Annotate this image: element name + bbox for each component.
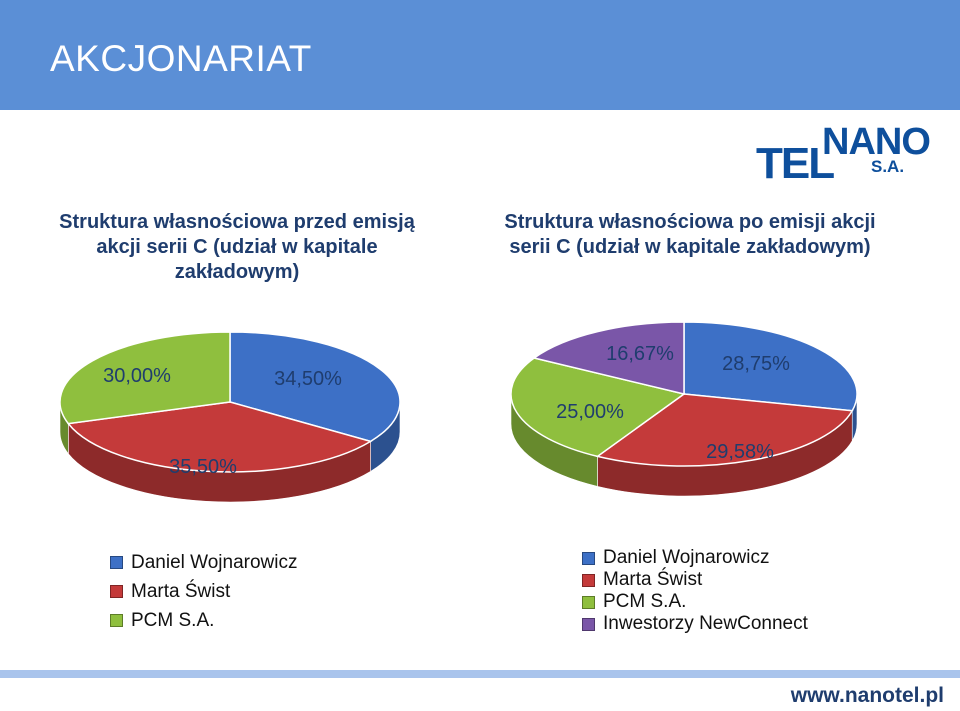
legend-swatch [110,556,123,569]
pie-1-slice-3 [532,321,685,395]
legend-0-item-2: PCM S.A. [110,606,298,635]
legend-right: Daniel Wojnarowicz Marta Świst PCM S.A. Inw… [582,547,808,635]
header-bar: AKCJONARIAT [0,0,960,110]
legend-label: Marta Świst [131,580,231,602]
legend-label: Marta Świst [603,569,703,590]
legend-label: Daniel Wojnarowicz [131,551,298,573]
pie-1-label-2: 25,00% [556,401,624,423]
legend-left: Daniel Wojnarowicz Marta Świst PCM S.A. [110,548,298,635]
pie-1-slice-0 [683,321,858,412]
pie-1-slice-2 [510,357,686,458]
pie-0-label-2: 30,00% [103,365,171,387]
legend-swatch [582,617,595,631]
company-logo: TEL NANO S.A. [756,121,931,186]
legend-label: Daniel Wojnarowicz [603,547,770,568]
pie-0-slice-2 [59,331,231,425]
pie-chart-before: 34,50% 35,50% 30,00% [59,331,401,503]
legend-swatch [582,573,595,587]
pie-1-slice-1 [595,393,854,467]
pie-1-label-1: 29,58% [706,441,774,463]
legend-swatch [110,585,123,598]
legend-label: PCM S.A. [603,591,687,612]
legend-label: PCM S.A. [131,609,215,631]
pie-0-slice-0 [229,331,401,443]
legend-swatch [582,551,595,565]
legend-1-item-1: Marta Świst [582,569,808,591]
pie-0-label-0: 34,50% [274,368,342,390]
page-title: AKCJONARIAT [50,38,312,79]
pie-1-label-3: 16,67% [606,343,674,365]
legend-1-item-2: PCM S.A. [582,591,808,613]
pie-1-label-0: 28,75% [722,353,790,375]
pie-0-slice-1 [66,401,373,473]
legend-swatch [582,595,595,609]
chart-left-title: Struktura własnościowa przed emisją akcj… [59,211,415,283]
footer-bar [0,670,960,678]
legend-1-item-0: Daniel Wojnarowicz [582,547,808,569]
chart-right-title: Struktura własnościowa po emisji akcji s… [504,211,876,258]
legend-swatch [110,614,123,627]
pie-chart-after: 28,75% 29,58% 25,00% 16,67% [510,321,858,497]
legend-0-item-1: Marta Świst [110,577,298,606]
logo-text-tel: TEL [756,139,834,186]
legend-label: Inwestorzy NewConnect [603,613,808,634]
pie-0-label-1: 35,50% [169,456,237,478]
logo-text-nano: NANO [822,121,930,163]
footer-url: www.nanotel.pl [790,684,944,707]
legend-1-item-3: Inwestorzy NewConnect [582,613,808,635]
legend-0-item-0: Daniel Wojnarowicz [110,548,298,577]
logo-text-sa: S.A. [871,157,904,176]
